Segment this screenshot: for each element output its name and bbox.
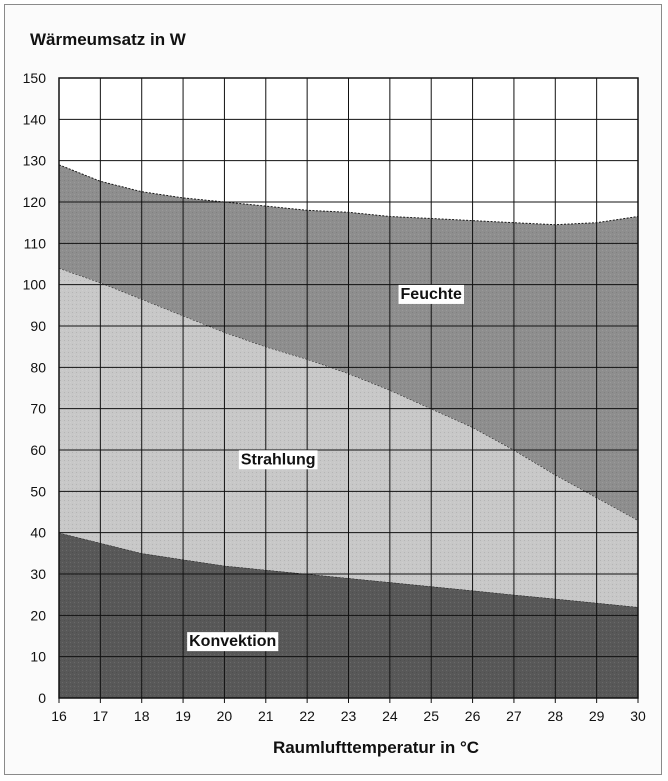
y-tick-label: 90 — [30, 318, 46, 334]
y-axis-ticks: 0 10 20 30 40 50 60 70 80 90 100 110 120 130 140 150 — [23, 70, 47, 706]
label-strahlung: Strahlung — [241, 451, 316, 468]
y-tick-label: 50 — [30, 483, 46, 499]
y-tick-label: 80 — [30, 359, 46, 375]
x-tick-label: 21 — [258, 708, 274, 724]
x-tick-label: 25 — [423, 708, 439, 724]
y-tick-label: 100 — [23, 277, 47, 293]
y-tick-label: 110 — [24, 235, 47, 251]
x-tick-label: 26 — [465, 708, 481, 724]
x-axis-label: Raumlufttemperatur in °C — [273, 738, 479, 757]
label-background-feuchte — [398, 284, 464, 304]
label-background-konvektion — [187, 632, 279, 652]
x-tick-label: 16 — [51, 708, 67, 724]
y-tick-label: 130 — [23, 153, 47, 169]
label-konvektion: Konvektion — [189, 633, 276, 650]
y-tick-label: 140 — [23, 111, 47, 127]
plot-border — [58, 77, 639, 699]
y-tick-label: 150 — [23, 70, 47, 86]
x-tick-label: 22 — [299, 708, 315, 724]
y-tick-label: 30 — [30, 566, 46, 582]
x-tick-label: 24 — [382, 708, 398, 724]
x-tick-label: 17 — [93, 708, 109, 724]
x-tick-label: 29 — [589, 708, 605, 724]
x-tick-label: 28 — [547, 708, 563, 724]
y-tick-label: 70 — [30, 401, 46, 417]
y-tick-label: 10 — [30, 649, 46, 665]
label-background-strahlung — [238, 450, 318, 470]
x-tick-label: 19 — [175, 708, 191, 724]
x-tick-label: 27 — [506, 708, 522, 724]
x-tick-label: 30 — [630, 708, 646, 724]
x-axis-ticks: 16 17 18 19 20 21 22 23 24 25 26 27 28 29 30 — [51, 708, 646, 724]
region-labels: Konvektion Strahlung Feuchte — [187, 284, 464, 652]
y-tick-label: 60 — [30, 442, 46, 458]
y-tick-label: 0 — [38, 690, 46, 706]
y-tick-label: 20 — [30, 607, 46, 623]
x-tick-label: 20 — [217, 708, 233, 724]
x-tick-label: 18 — [134, 708, 150, 724]
grid — [58, 77, 639, 703]
y-tick-label: 40 — [30, 525, 46, 541]
y-tick-label: 120 — [23, 194, 47, 210]
chart-title: Wärmeumsatz in W — [30, 30, 187, 49]
label-feuchte: Feuchte — [401, 286, 462, 303]
x-tick-label: 23 — [341, 708, 357, 724]
